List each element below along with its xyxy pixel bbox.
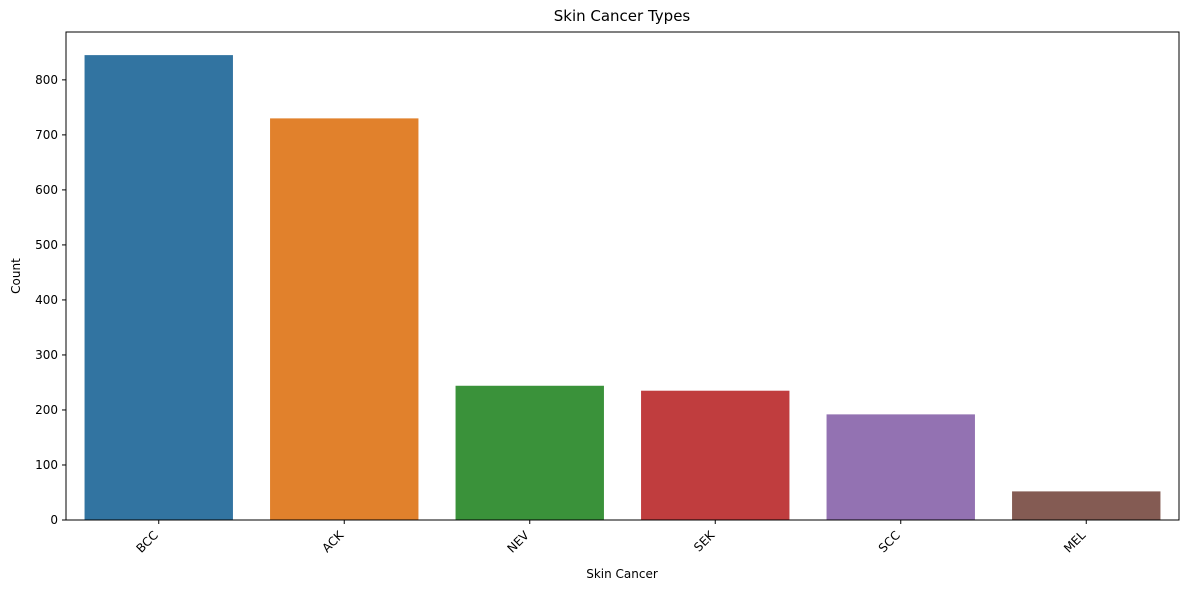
x-tick-label-nev: NEV — [504, 528, 532, 556]
y-tick-label-800: 800 — [35, 73, 58, 87]
x-tick-label-scc: SCC — [876, 528, 903, 555]
y-tick-label-0: 0 — [50, 513, 58, 527]
x-axis: BCC ACK NEV SEK SCC MEL — [133, 520, 1089, 556]
bar-sek — [641, 390, 790, 520]
x-axis-label: Skin Cancer — [586, 567, 658, 581]
y-axis: 0 100 200 300 400 500 600 700 800 — [35, 73, 66, 527]
y-tick-label-400: 400 — [35, 293, 58, 307]
bar-mel — [1012, 491, 1161, 520]
y-tick-label-600: 600 — [35, 183, 58, 197]
y-tick-label-100: 100 — [35, 458, 58, 472]
bar-bcc — [84, 55, 233, 521]
x-tick-label-bcc: BCC — [133, 528, 160, 555]
bar-scc — [826, 414, 975, 520]
x-tick-label-mel: MEL — [1061, 528, 1089, 556]
bars-layer — [84, 55, 1161, 521]
x-tick-label-sek: SEK — [691, 527, 718, 554]
x-tick-label-ack: ACK — [319, 527, 347, 555]
plot-area-frame — [65, 31, 1180, 521]
chart-title: Skin Cancer Types — [554, 7, 691, 25]
y-tick-label-700: 700 — [35, 128, 58, 142]
y-axis-label: Count — [9, 258, 23, 294]
bar-ack — [270, 118, 419, 520]
y-tick-label-200: 200 — [35, 403, 58, 417]
bar-nev — [455, 385, 604, 520]
y-tick-label-500: 500 — [35, 238, 58, 252]
y-tick-label-300: 300 — [35, 348, 58, 362]
